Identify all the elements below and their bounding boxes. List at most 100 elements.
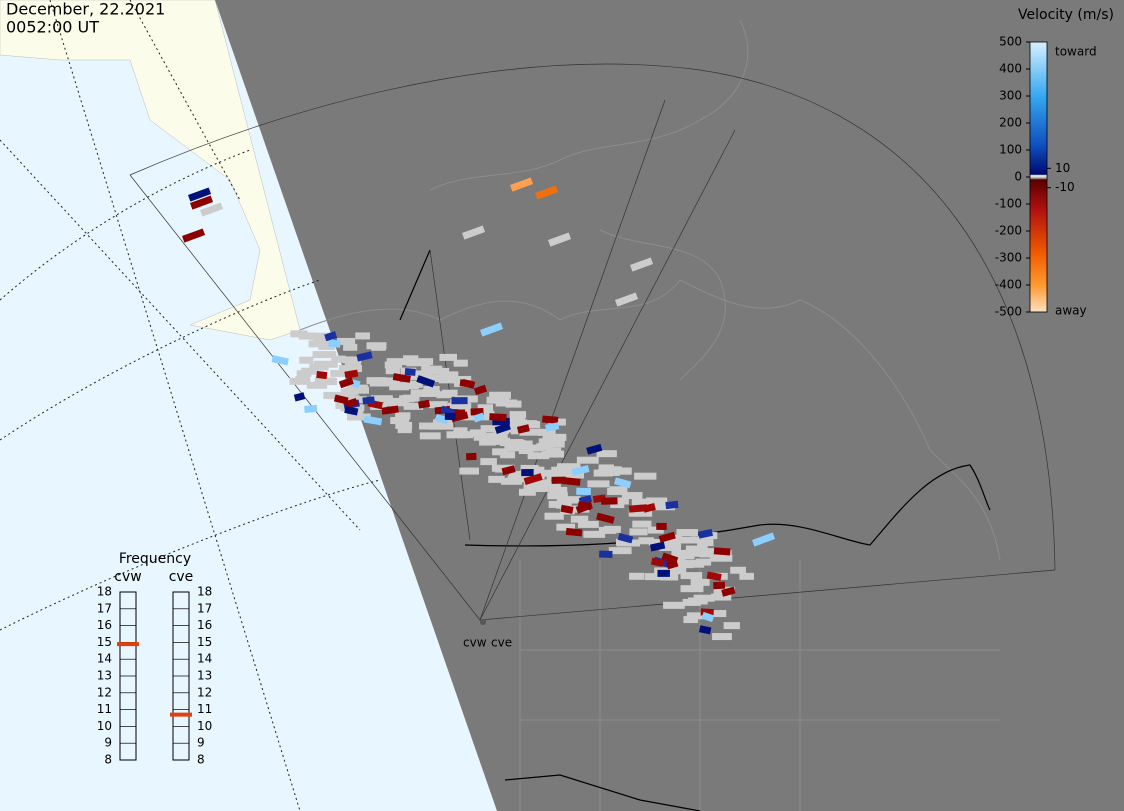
ground-scatter [473,433,491,441]
velocity-cell [614,477,632,489]
ground-scatter [298,332,318,340]
grid-lines [0,0,381,811]
velocity-cell [392,373,411,383]
frequency-tick-label: 14 [97,652,112,666]
velocity-cell [565,527,583,537]
night-side [215,0,1124,811]
velocity-cell [362,396,375,405]
ground-scatter [370,395,393,403]
radar-site [480,619,486,625]
ground-scatter [518,488,536,496]
scale-tick-label: 10 [1055,161,1070,175]
velocity-cell [599,550,613,558]
ground-scatter [441,389,458,397]
frequency-tick-label: 15 [97,635,112,649]
velocity-cell [343,397,358,409]
ground-scatter [301,367,319,375]
ground-scatter [628,509,653,517]
ground-scatter [712,633,732,641]
ground-scatter [502,417,526,425]
velocity-cell [657,569,670,577]
ground-scatter [695,558,712,566]
velocity-cell [480,322,504,337]
ground-scatter [316,378,338,386]
ground-scatter [645,573,662,581]
ground-scatter [518,447,534,455]
date: December, 22.2021 [6,0,165,19]
ground-scatter [523,485,546,493]
ground-scatter [634,472,657,480]
ground-scatter [366,377,386,385]
velocity-cell [327,339,341,348]
ground-scatter [410,370,432,378]
frequency-tick-label: 11 [197,702,212,716]
ground-scatter [608,547,632,555]
ground-scatter [709,554,733,562]
ground-scatter [680,536,700,544]
time: 0052:00 UT [6,18,99,37]
scale-tick-label: -10 [1055,180,1075,194]
ground-scatter [659,543,682,551]
ground-scatter [508,470,531,478]
ground-scatter [527,452,550,460]
ground-scatter [663,540,681,548]
velocity-cell [666,559,679,570]
ground-scatter [446,431,469,439]
frequency-tick-label: 12 [197,685,212,699]
ground-scatter [621,492,643,500]
scale-tick-label: 500 [999,35,1022,49]
velocity-cell [601,497,618,505]
ground-scatter [556,523,576,531]
ground-scatter [473,413,496,421]
velocity-cell [649,541,666,552]
ground-scatter [422,374,441,382]
velocity-cells [182,177,776,641]
velocity-cell [199,202,224,217]
scale-tick-label: -300 [995,251,1022,265]
velocity-cell [190,195,214,210]
velocity-cell [182,228,206,243]
ground-scatter [309,332,330,340]
frequency-tick-label: 9 [104,736,112,750]
velocity-cell [509,177,534,192]
ground-scatter [583,530,606,538]
velocity-cell [381,405,399,415]
ground-scatter [492,448,507,456]
ground-scatter [403,402,424,410]
frequency-tick-label: 8 [197,753,205,767]
ground-scatter [318,342,336,350]
velocity-cell [304,404,318,413]
ground-scatter [480,425,500,433]
velocity-cell [416,375,436,388]
frequency-tick-label: 8 [104,753,112,767]
ground-scatter [598,464,615,472]
ground-scatter [519,428,542,436]
ground-scatter [387,397,409,405]
ground-scatter [537,469,553,477]
ground-scatter [648,538,664,546]
scale-tick-label: 200 [999,116,1022,130]
velocity-cell [344,369,359,379]
ground-scatter [428,401,448,409]
frequency-tick-label: 12 [97,685,112,699]
frequency-tick-label: 18 [197,585,212,599]
scale-tick-label: -100 [995,197,1022,211]
radar-label: cvw [463,636,487,650]
velocity-cell [188,187,212,202]
ground-scatter [383,377,400,385]
velocity-cell [344,405,359,416]
velocity-cell [615,292,639,307]
scale-title: Velocity (m/s) [1018,7,1114,23]
velocity-cell [698,625,712,635]
velocity-cell [489,413,507,422]
ground-scatter [610,501,625,509]
ground-scatter [330,369,347,377]
velocity-cell [545,422,560,432]
scale-tick-label: 400 [999,62,1022,76]
ground-scatter [337,337,356,345]
ground-scatter [557,463,581,471]
velocity-cell [521,469,534,477]
ground-scatter [683,616,699,624]
ground-scatter [699,550,723,558]
ground-scatter [546,472,563,480]
